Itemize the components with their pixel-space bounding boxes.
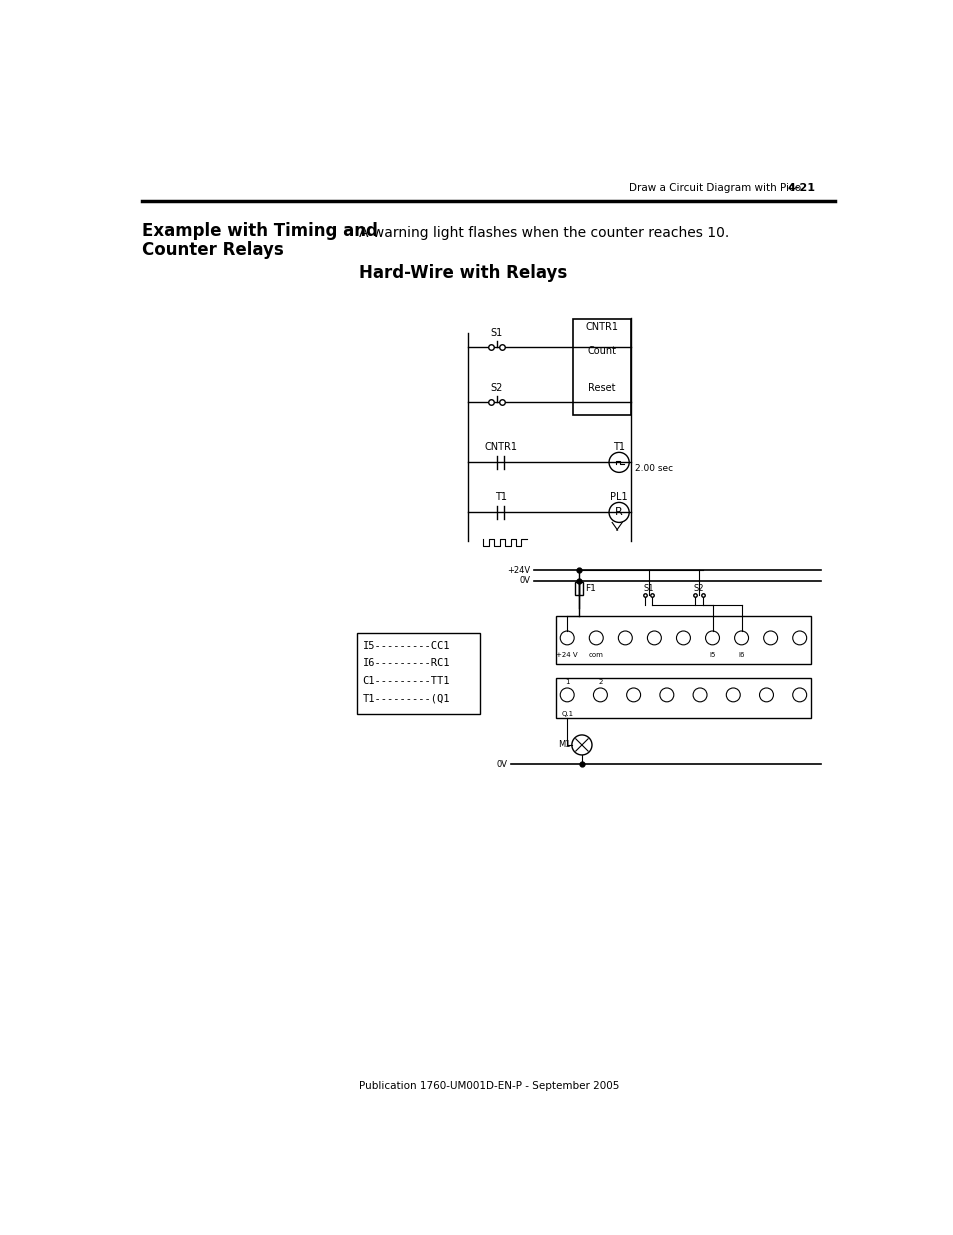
Bar xyxy=(356,634,479,714)
Circle shape xyxy=(759,688,773,701)
Text: 0V: 0V xyxy=(519,577,530,585)
Text: A warning light flashes when the counter reaches 10.: A warning light flashes when the counter… xyxy=(359,226,729,240)
Text: Draw a Circuit Diagram with Pico: Draw a Circuit Diagram with Pico xyxy=(629,183,801,193)
Text: +24 V: +24 V xyxy=(556,652,578,658)
Text: Reset: Reset xyxy=(587,383,615,394)
Bar xyxy=(555,616,810,664)
Circle shape xyxy=(618,631,632,645)
Circle shape xyxy=(647,631,660,645)
Text: T1: T1 xyxy=(494,492,506,501)
Text: S2: S2 xyxy=(693,584,703,593)
Bar xyxy=(555,678,810,718)
Text: Example with Timing and: Example with Timing and xyxy=(142,222,378,241)
Text: I6---------RC1: I6---------RC1 xyxy=(362,658,450,668)
Text: F1: F1 xyxy=(584,584,596,593)
Text: 2.00 sec: 2.00 sec xyxy=(634,464,672,473)
Text: CNTR1: CNTR1 xyxy=(483,442,517,452)
Text: T1: T1 xyxy=(613,442,624,452)
Text: 4-21: 4-21 xyxy=(786,183,815,193)
Circle shape xyxy=(725,688,740,701)
Text: CNTR1: CNTR1 xyxy=(584,322,618,332)
Circle shape xyxy=(608,452,629,472)
Text: C1---------TT1: C1---------TT1 xyxy=(362,676,450,685)
Circle shape xyxy=(734,631,748,645)
Text: I5---------CC1: I5---------CC1 xyxy=(362,641,450,651)
Circle shape xyxy=(593,688,607,701)
Text: PL1: PL1 xyxy=(610,492,627,501)
Text: Count: Count xyxy=(587,347,616,357)
Text: M1: M1 xyxy=(558,741,570,750)
Circle shape xyxy=(676,631,690,645)
Circle shape xyxy=(626,688,639,701)
Text: 1: 1 xyxy=(564,679,569,685)
Text: S1: S1 xyxy=(490,329,502,338)
Circle shape xyxy=(659,688,673,701)
Text: I5: I5 xyxy=(709,652,715,658)
Text: 2: 2 xyxy=(598,679,602,685)
Circle shape xyxy=(693,688,706,701)
Circle shape xyxy=(762,631,777,645)
Circle shape xyxy=(589,631,602,645)
Text: Hard-Wire with Relays: Hard-Wire with Relays xyxy=(359,264,567,282)
Circle shape xyxy=(571,735,592,755)
Text: Publication 1760-UM001D-EN-P - September 2005: Publication 1760-UM001D-EN-P - September… xyxy=(358,1081,618,1091)
Circle shape xyxy=(559,688,574,701)
Text: S2: S2 xyxy=(490,383,502,394)
Bar xyxy=(572,319,630,415)
Text: Counter Relays: Counter Relays xyxy=(142,241,284,259)
Circle shape xyxy=(792,631,806,645)
Text: com: com xyxy=(588,652,603,658)
Text: I6: I6 xyxy=(738,652,744,658)
Circle shape xyxy=(705,631,719,645)
Circle shape xyxy=(792,688,806,701)
Text: R: R xyxy=(615,508,622,517)
Circle shape xyxy=(608,503,629,522)
Bar xyxy=(575,582,582,595)
Text: T1---------(Q1: T1---------(Q1 xyxy=(362,694,450,704)
Text: 0V: 0V xyxy=(496,760,507,768)
Circle shape xyxy=(559,631,574,645)
Text: Q.1: Q.1 xyxy=(560,711,573,718)
Text: S1: S1 xyxy=(642,584,653,593)
Text: +24V: +24V xyxy=(507,566,530,574)
